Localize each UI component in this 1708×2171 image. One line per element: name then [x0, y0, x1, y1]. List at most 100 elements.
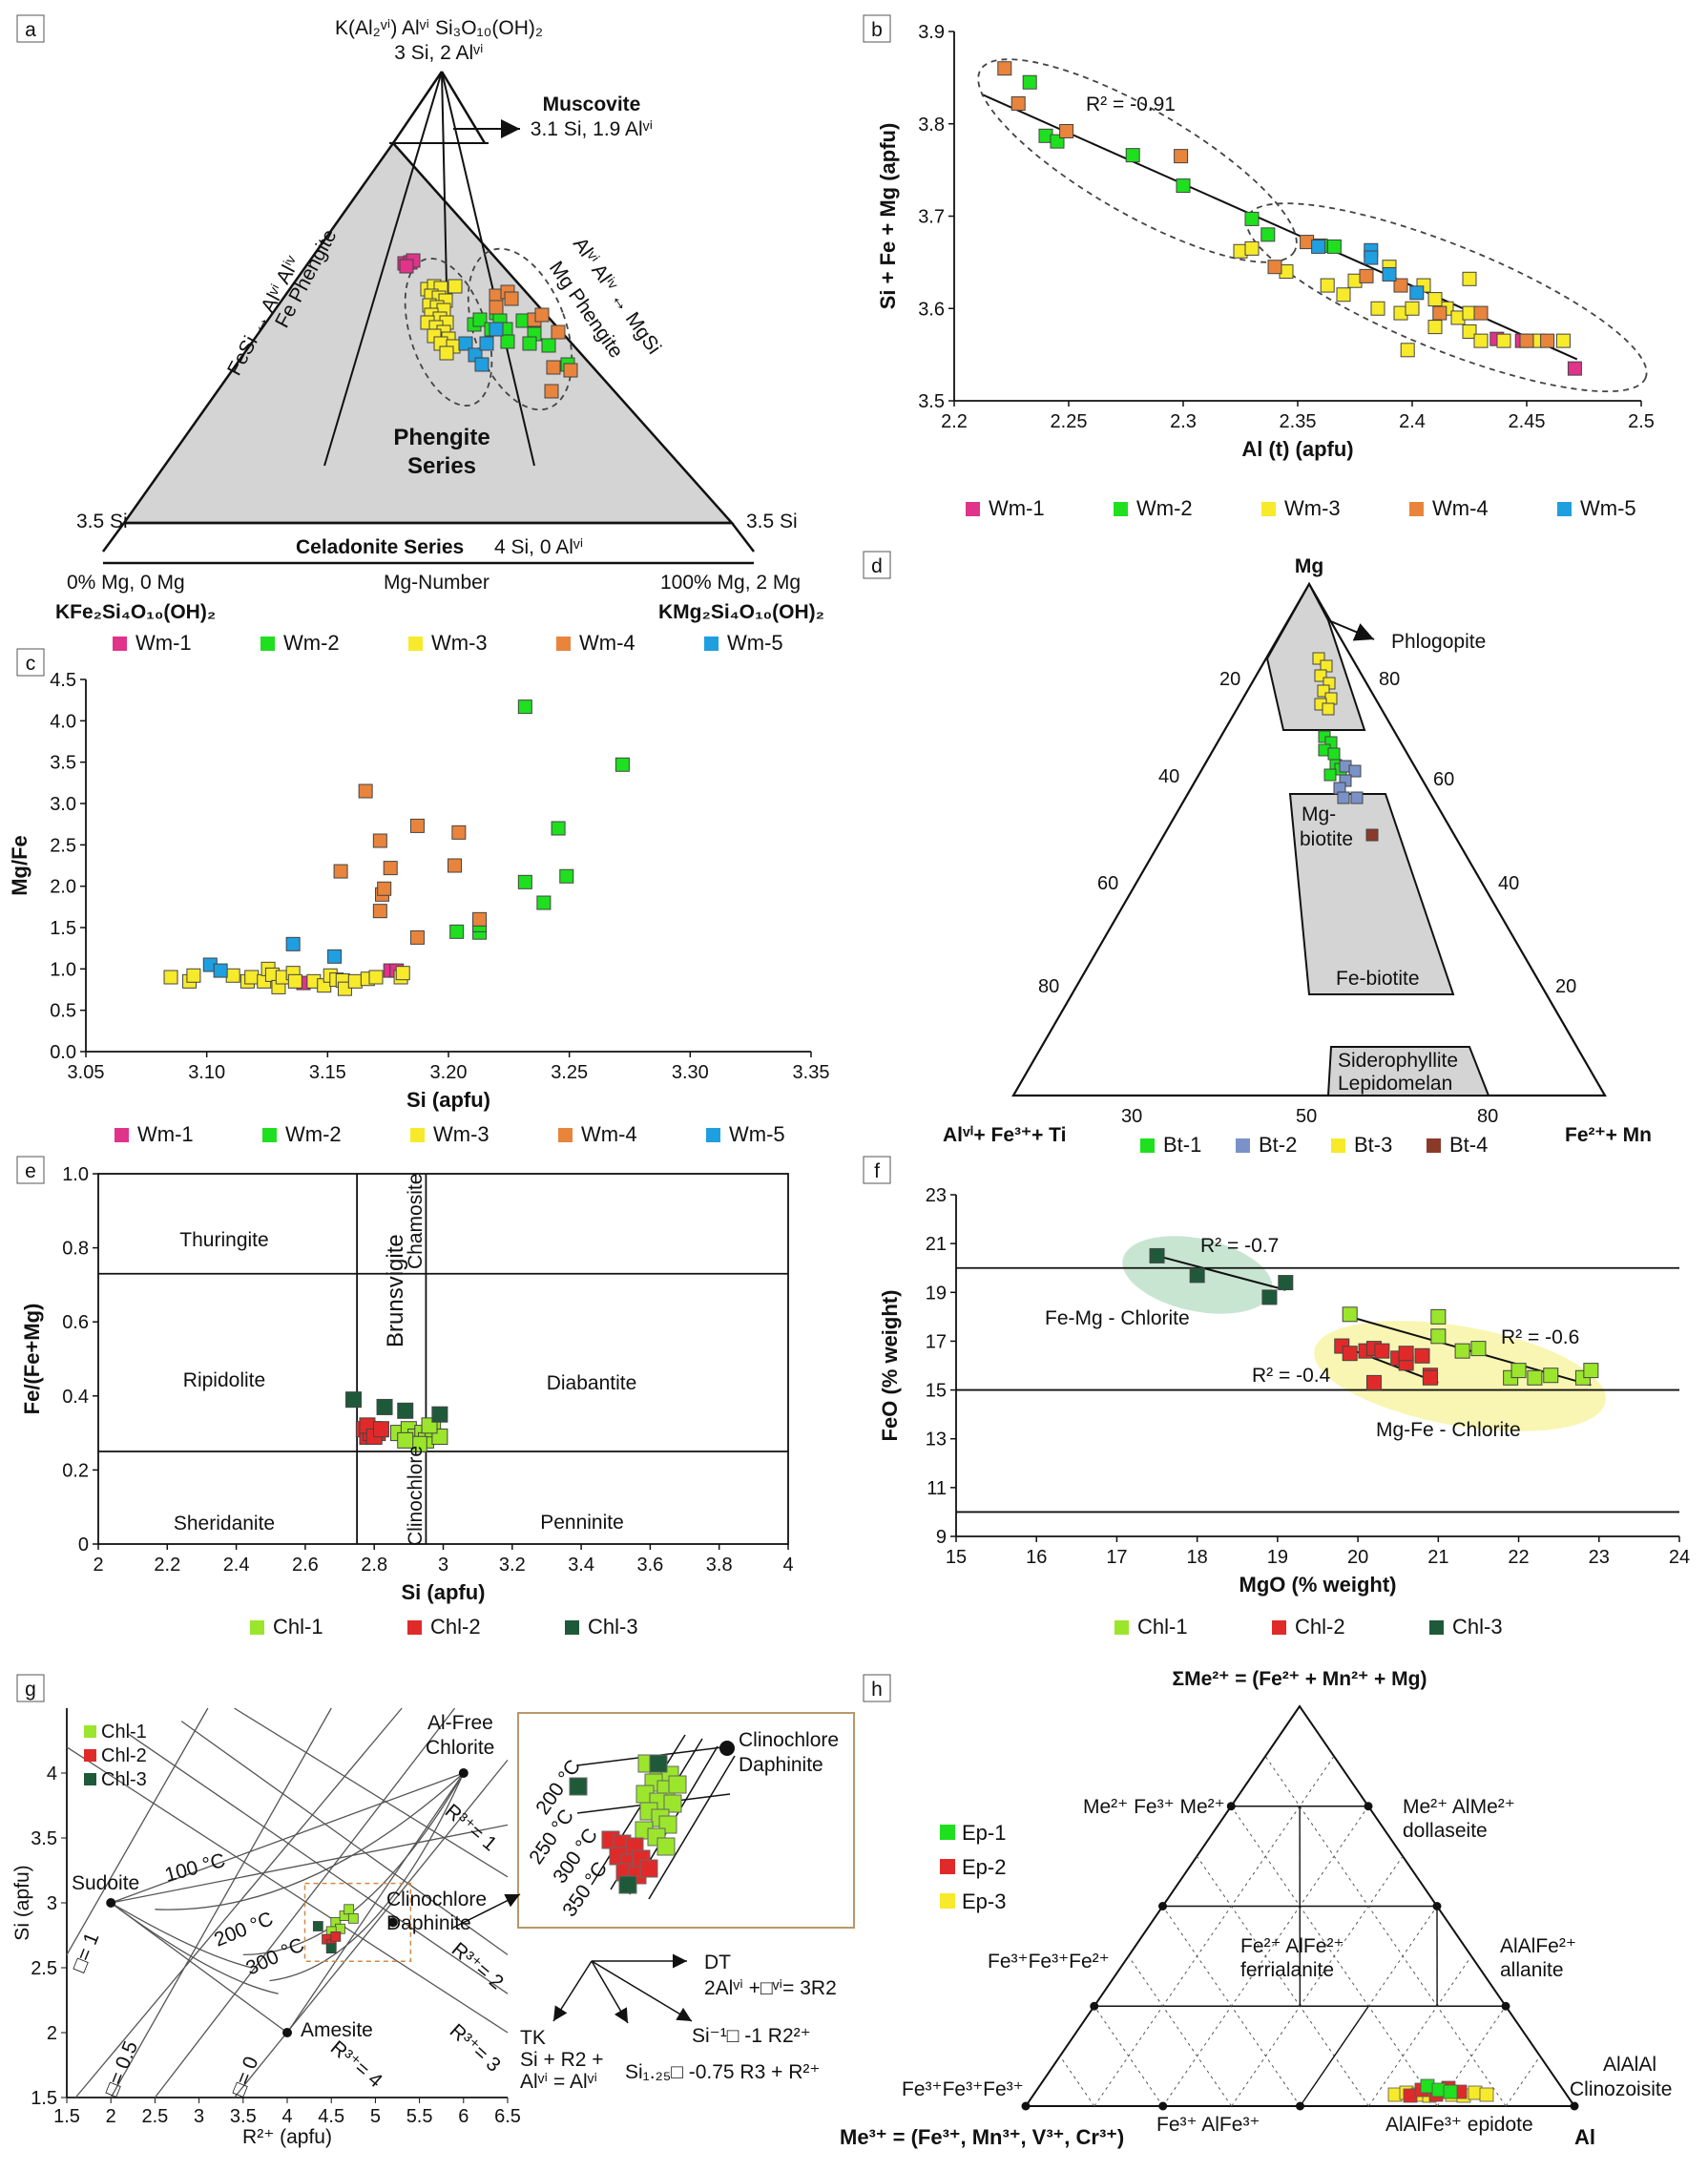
d-right-tick-3: 40 [1498, 873, 1519, 894]
legend-label-wm-4: Wm-4 [581, 1122, 637, 1146]
legend-label-wm-5: Wm-5 [1580, 496, 1636, 520]
h-node-4: Fe²⁺ AlFe²⁺ [1240, 1935, 1344, 1957]
c-point-wm-5 [285, 936, 301, 951]
c-xtick-label: 3.05 [68, 1062, 105, 1083]
f-r-squared-2: R² = -0.6 [1501, 1326, 1579, 1348]
legend-swatch-chl-1 [1114, 1620, 1129, 1635]
f-xtick-label: 23 [1589, 1547, 1610, 1568]
c-point-wm-3 [186, 968, 201, 983]
g-label-daph: Daphinite [386, 1912, 471, 1934]
c-xtick-label: 3.20 [430, 1062, 468, 1083]
b-xtick-label: 2.3 [1170, 411, 1197, 432]
d-left-corner: Alᵛⁱ+ Fe³⁺+ Ti [943, 1124, 1066, 1146]
a-muscovite-label: Muscovite [543, 94, 641, 115]
e-xtick-label: 2.8 [361, 1555, 387, 1576]
c-point-wm-2 [517, 699, 532, 715]
legend-swatch-wm-1 [966, 502, 980, 516]
g-ytick-label: 1.5 [31, 2088, 57, 2109]
c-point-wm-4 [448, 858, 463, 873]
b-point-wm-2 [1125, 148, 1140, 163]
g-inset-point-chl-2 [639, 1859, 658, 1878]
d-siderophyllite: Siderophyllite [1338, 1050, 1458, 1072]
legend-label-chl-1: Chl-1 [1137, 1615, 1188, 1639]
a-legend: Wm-1 Wm-2 Wm-3 Wm-4 Wm-5 [113, 631, 783, 655]
h-legend-label-ep-1: Ep-1 [962, 1821, 1006, 1845]
legend-label-wm-5: Wm-5 [729, 1122, 785, 1146]
f-point-chl-2 [1342, 1346, 1358, 1362]
c-point-wm-4 [372, 833, 387, 848]
e-ytick-label: 0.4 [62, 1387, 89, 1408]
c-ytick-label: 0.0 [50, 1042, 76, 1063]
f-point-chl-1 [1430, 1328, 1447, 1345]
h-node-1: Me²⁺ Fe³⁺ Me²⁺ [1083, 1796, 1225, 1818]
h-legend-label-ep-3: Ep-3 [962, 1889, 1006, 1913]
g-xtick-label: 4.5 [318, 2106, 344, 2127]
b-point-wm-5 [1382, 266, 1397, 282]
h-node-2b: dollaseite [1403, 1820, 1488, 1842]
g-inset-clinochlore: Clinochlore [739, 1729, 839, 1751]
e-ytick-label: 0 [78, 1534, 89, 1555]
g-label-r3: R³⁺= 3 [446, 2020, 505, 2077]
g-label-t200: 200 °C [211, 1908, 276, 1951]
e-xtick-label: 3.8 [706, 1555, 733, 1576]
e-ytick-label: 0.8 [62, 1239, 89, 1260]
f-xtick-label: 21 [1427, 1547, 1448, 1568]
h-bottom-left: Me³⁺ = (Fe³⁺, Mn³⁺, V³⁺, Cr³⁺) [840, 2125, 1124, 2149]
legend-label-wm-2: Wm-2 [283, 631, 340, 655]
a-apex-formula: K(Al₂ᵛⁱ) Alᵛⁱ Si₃O₁₀(OH)₂ [335, 17, 543, 39]
e-point-chl-3 [376, 1398, 393, 1415]
b-xtick-label: 2.45 [1509, 411, 1546, 432]
panel-g-label: g [25, 1679, 36, 1701]
f-ytick-label: 23 [926, 1185, 947, 1206]
a-point-wm-4 [534, 307, 550, 323]
legend-swatch-wm-5 [706, 1128, 720, 1142]
e-ylabel: Fe/(Fe+Mg) [20, 1304, 44, 1415]
panel-b: b 2.2 2.25 2.3 2.35 2.4 2.45 2.5 3.5 3.6 3.7 3.8 3.… [863, 14, 1655, 520]
g-xtick-label: 5 [370, 2106, 381, 2127]
d-bottom-tick-2: 50 [1296, 1106, 1317, 1127]
c-xtick-label: 3.25 [551, 1062, 588, 1083]
e-point-chl-3 [345, 1391, 363, 1409]
f-ytick-label: 13 [926, 1430, 947, 1451]
f-point-chl-3 [1261, 1289, 1278, 1305]
legend-label-bt-2: Bt-2 [1259, 1133, 1297, 1157]
g-inset-daphinite: Daphinite [739, 1754, 823, 1776]
b-point-wm-3 [1405, 301, 1420, 316]
b-point-wm-3 [1427, 320, 1443, 335]
f-point-chl-2 [1365, 1374, 1382, 1390]
g-dt: DT [704, 1952, 731, 1973]
a-point-wm-4 [546, 360, 561, 375]
g-xtick-label: 6.5 [494, 2106, 521, 2127]
b-point-wm-4 [1059, 123, 1074, 138]
legend-swatch-wm-4 [556, 637, 571, 651]
g-dt-eq: 2Alᵛⁱ +□ᵛⁱ= 3R2 [704, 1977, 837, 1999]
legend-swatch-chl-2 [1272, 1620, 1286, 1635]
g-xtick-label: 3.5 [230, 2106, 257, 2127]
g-ylabel: Si (apfu) [11, 1865, 33, 1940]
f-xtick-label: 20 [1347, 1547, 1368, 1568]
f-xlabel: MgO (% weight) [1239, 1573, 1397, 1597]
panel-g: g 1.5 2 2.5 3 3.5 4 4.5 5 5.5 6 6.51.522.533.54R²⁺… [11, 1674, 855, 2148]
legend-swatch-bt-3 [1331, 1138, 1345, 1153]
legend-swatch-wm-2 [262, 1128, 277, 1142]
f-point-chl-2 [1374, 1343, 1390, 1359]
f-ytick-label: 21 [926, 1234, 947, 1255]
panel-d-label: d [871, 555, 883, 577]
e-brunsvigite: Brunsvigite [383, 1234, 408, 1347]
b-ytick-label: 3.9 [918, 22, 945, 43]
g-point-chl-2 [330, 1931, 342, 1942]
e-penninite: Penninite [540, 1512, 624, 1534]
b-point-wm-3 [1555, 333, 1571, 348]
b-point-wm-5 [1311, 239, 1326, 254]
b-xtick-label: 2.35 [1280, 411, 1317, 432]
g-ytick-label: 2 [47, 2023, 57, 2044]
g-inset-point-chl-3 [618, 1875, 637, 1894]
b-point-wm-2 [1244, 211, 1260, 226]
b-ytick-label: 3.8 [918, 115, 945, 136]
d-point-bt-2 [1337, 791, 1350, 804]
legend-label-wm-4: Wm-4 [579, 631, 635, 655]
d-mg-label: Mg [1295, 555, 1323, 577]
e-point-chl-3 [431, 1406, 448, 1423]
legend-label-wm-3: Wm-3 [431, 631, 488, 655]
